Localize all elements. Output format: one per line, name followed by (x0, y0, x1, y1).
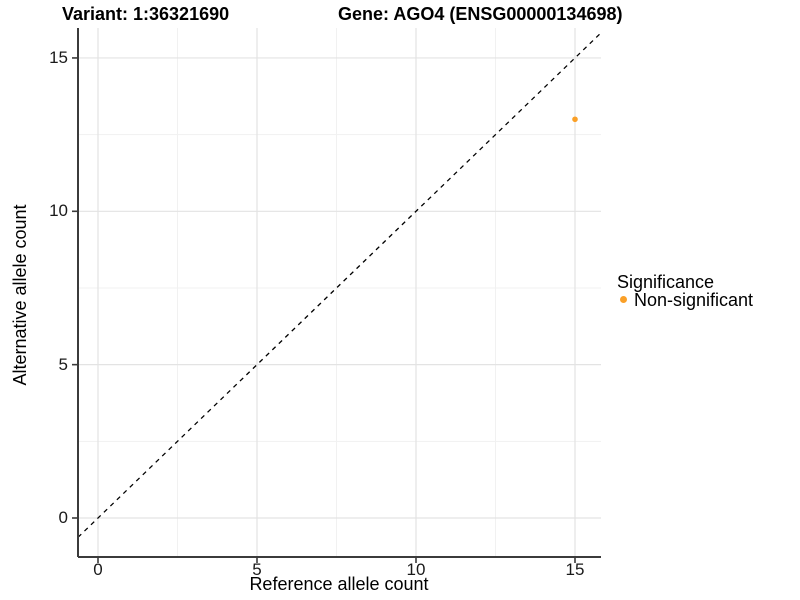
y-tick-label-10: 10 (49, 201, 68, 220)
legend-item-non-significant: Non-significant (634, 290, 754, 310)
legend-title: Significance (617, 272, 715, 292)
identity-reference-line (77, 32, 602, 538)
y-tick-label-15: 15 (49, 48, 68, 67)
y-tick-label-5: 5 (58, 355, 68, 374)
plot-title-variant: Variant: 1:36321690 (62, 4, 230, 24)
data-point-non-significant (572, 116, 578, 123)
x-tick-label-5: 5 (252, 560, 262, 579)
x-tick-label-10: 10 (406, 560, 426, 579)
y-tick-label-0: 0 (58, 508, 68, 527)
legend-key-dot-icon (620, 296, 627, 303)
y-axis-title: Alternative allele count (10, 204, 30, 386)
x-tick-label-15: 15 (565, 560, 585, 579)
x-axis-title: Reference allele count (249, 574, 429, 594)
x-tick-label-0: 0 (93, 560, 103, 579)
plot-title-gene: Gene: AGO4 (ENSG00000134698) (338, 4, 623, 24)
